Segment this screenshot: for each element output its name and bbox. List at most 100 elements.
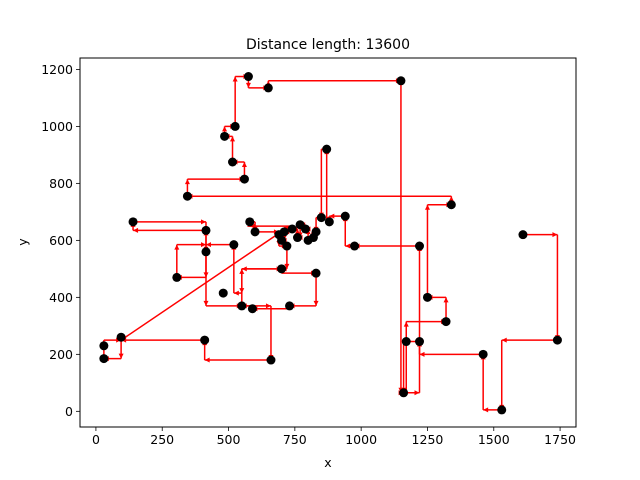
data-point (446, 200, 456, 210)
route-arrowhead (133, 227, 139, 233)
x-tick-label: 750 (283, 432, 307, 447)
x-tick-label: 1500 (478, 432, 510, 447)
route-arrowhead (118, 353, 124, 359)
data-point (285, 301, 295, 311)
route-segment (133, 227, 206, 233)
x-axis-label: x (324, 455, 331, 470)
route-segment (203, 221, 209, 306)
data-point (316, 213, 326, 223)
route-arrowhead (204, 357, 210, 363)
route-arrowhead (414, 390, 420, 396)
y-tick-label: 800 (49, 176, 73, 191)
route-arrowhead (448, 196, 454, 202)
data-point (478, 349, 488, 359)
data-point (128, 217, 138, 227)
route-arrowhead (245, 82, 251, 88)
y-tick-label: 0 (65, 404, 73, 419)
y-axis-label: y (15, 238, 30, 246)
data-point (99, 354, 109, 364)
data-point (277, 264, 287, 274)
route-segment (204, 357, 271, 363)
data-point (230, 121, 240, 131)
x-tick-label: 500 (217, 432, 241, 447)
route-arrowhead (241, 266, 247, 272)
route-segment (174, 244, 180, 278)
route-segment (424, 204, 430, 298)
data-point (200, 335, 210, 345)
route-arrowhead (174, 244, 180, 250)
route-segment (419, 351, 484, 357)
data-point (415, 241, 425, 251)
data-point (266, 355, 276, 365)
route-segment (133, 219, 206, 225)
route-arrowhead (265, 303, 271, 309)
route-line (120, 225, 290, 341)
data-point (287, 224, 297, 234)
data-point (201, 247, 211, 257)
data-point (518, 230, 528, 240)
x-tick-label: 1750 (544, 432, 576, 447)
y-tick-label: 400 (49, 290, 73, 305)
route-arrowhead (501, 337, 507, 343)
route-segment (205, 242, 234, 248)
y-tick-label: 600 (49, 233, 73, 248)
route-arrowhead (443, 297, 449, 303)
data-point (243, 72, 253, 82)
data-point (292, 233, 302, 243)
route-segment (522, 232, 558, 238)
route-arrowhead (233, 290, 239, 296)
data-point (303, 235, 313, 245)
data-point (396, 76, 406, 86)
route-segment (239, 268, 245, 294)
chart-title: Distance length: 13600 (246, 37, 410, 53)
route-arrowhead (403, 321, 409, 327)
data-point (311, 268, 321, 278)
x-tick-label: 250 (150, 432, 174, 447)
data-point (295, 220, 305, 230)
route-segment (232, 76, 238, 127)
data-point (245, 217, 255, 227)
data-point (324, 217, 334, 227)
data-point (116, 332, 126, 342)
data-point (218, 288, 228, 298)
x-axis: 0 250 500 750 1000 1250 1500 1750 (92, 427, 576, 447)
route-segment (501, 337, 558, 343)
data-point (422, 292, 432, 302)
route-arrowhead (239, 288, 245, 294)
route-segment (241, 266, 282, 272)
route-arrowhead (424, 204, 430, 210)
y-tick-label: 200 (49, 347, 73, 362)
route-arrowhead (200, 219, 206, 225)
data-point (322, 144, 332, 154)
data-point (250, 227, 260, 237)
data-point (282, 241, 292, 251)
route-segment (403, 321, 409, 393)
data-point (401, 337, 411, 347)
route-segment (118, 340, 124, 359)
x-tick-label: 0 (92, 432, 100, 447)
route-arrowhead (419, 351, 425, 357)
data-point (239, 174, 249, 184)
data-point (99, 341, 109, 351)
data-point (399, 388, 409, 398)
route-segment (233, 290, 242, 296)
route-arrowhead (552, 232, 558, 238)
data-point (201, 225, 211, 235)
route-segment (313, 273, 319, 306)
y-axis: 0 200 400 600 800 1000 1200 (41, 62, 80, 419)
data-point (228, 157, 238, 167)
data-point (182, 191, 192, 201)
route-arrowhead (483, 407, 489, 413)
route-segment (241, 303, 271, 309)
data-point (441, 317, 451, 327)
data-point (220, 131, 230, 141)
route-arrowhead (294, 228, 300, 234)
data-point (497, 405, 507, 415)
route-arrowhead (200, 242, 206, 248)
route-arrowhead (205, 242, 211, 248)
route-arrowhead (222, 126, 228, 132)
data-point (229, 240, 239, 250)
route-arrowhead (313, 300, 319, 306)
data-point (274, 230, 284, 240)
y-tick-label: 1000 (41, 119, 73, 134)
